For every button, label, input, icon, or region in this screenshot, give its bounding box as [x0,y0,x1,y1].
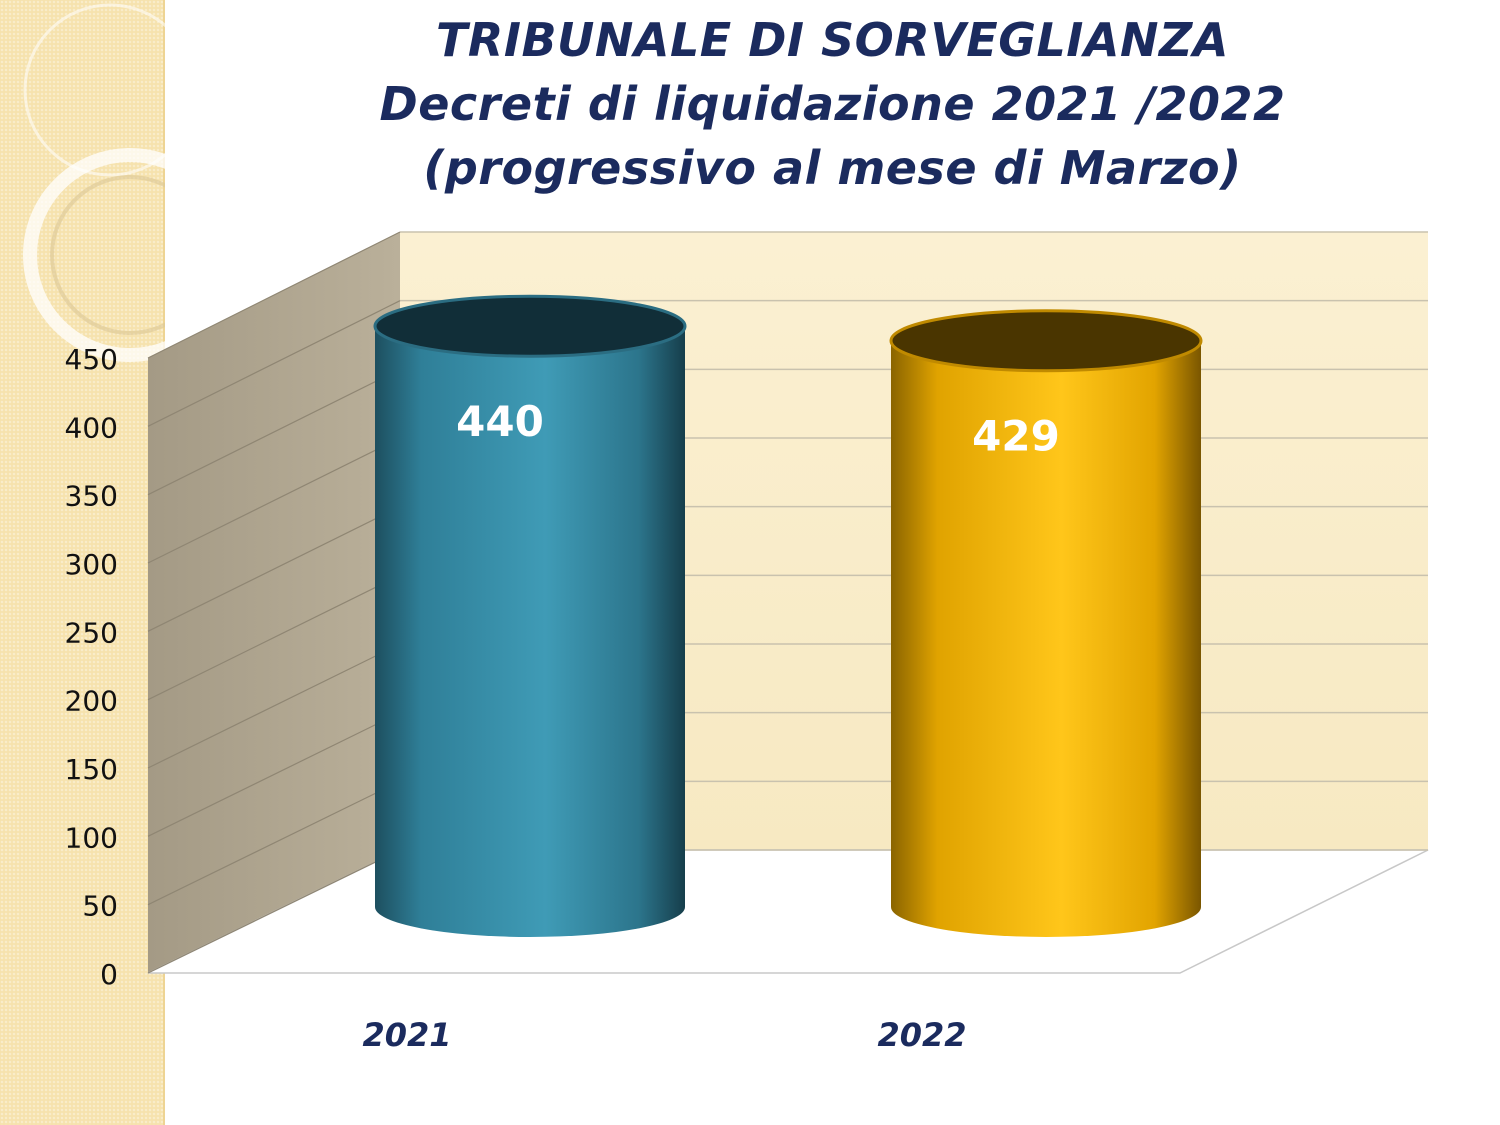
gridline-side [147,231,401,359]
decorative-side-strip [0,0,165,1125]
chart-subtitle-line-1: Decreti di liquidazione 2021 /2022 [379,77,1286,131]
decorative-circles [23,3,165,362]
bars: 440 429 [373,294,1203,938]
x-axis: 2021 2022 [362,1016,966,1054]
y-tick-label: 350 [65,480,118,513]
y-tick-label: 50 [82,890,118,923]
gridline-side [147,574,401,701]
chart-subtitle-line-2: (progressivo al mese di Marzo) [423,141,1242,195]
gridline-side [147,780,401,906]
y-tick-label: 200 [65,685,118,718]
y-tick-label: 100 [65,821,118,854]
y-tick-label: 250 [65,616,118,649]
x-category-label: 2021 [362,1016,451,1054]
y-axis: 0 50 100 150 200 250 300 350 400 450 [65,343,118,991]
gridline-side [147,368,401,496]
y-tick-label: 150 [65,753,118,786]
bar-body [375,326,685,937]
gridline-side [147,437,401,564]
bar-top [373,294,687,358]
x-category-label: 2022 [877,1016,966,1054]
bar-top [889,309,1203,373]
bar-2021: 440 [373,294,687,937]
side-wall [148,232,400,973]
gridline-side [147,849,401,974]
bar-2022: 429 [889,309,1203,938]
gridline-side [147,506,401,632]
chart-walls [147,232,1429,974]
bar-body [891,340,1201,938]
data-label: 440 [456,397,544,446]
y-tick-label: 300 [65,548,118,581]
gridline-side [147,712,401,837]
chart-title: TRIBUNALE DI SORVEGLIANZA [436,13,1229,67]
y-tick-label: 450 [65,343,118,376]
title-block: TRIBUNALE DI SORVEGLIANZA Decreti di liq… [165,8,1500,200]
y-tick-label: 400 [65,411,118,444]
gridline-side [147,300,401,427]
y-tick-label: 0 [100,958,118,991]
data-label: 429 [972,412,1060,461]
gridline-side [147,643,401,769]
